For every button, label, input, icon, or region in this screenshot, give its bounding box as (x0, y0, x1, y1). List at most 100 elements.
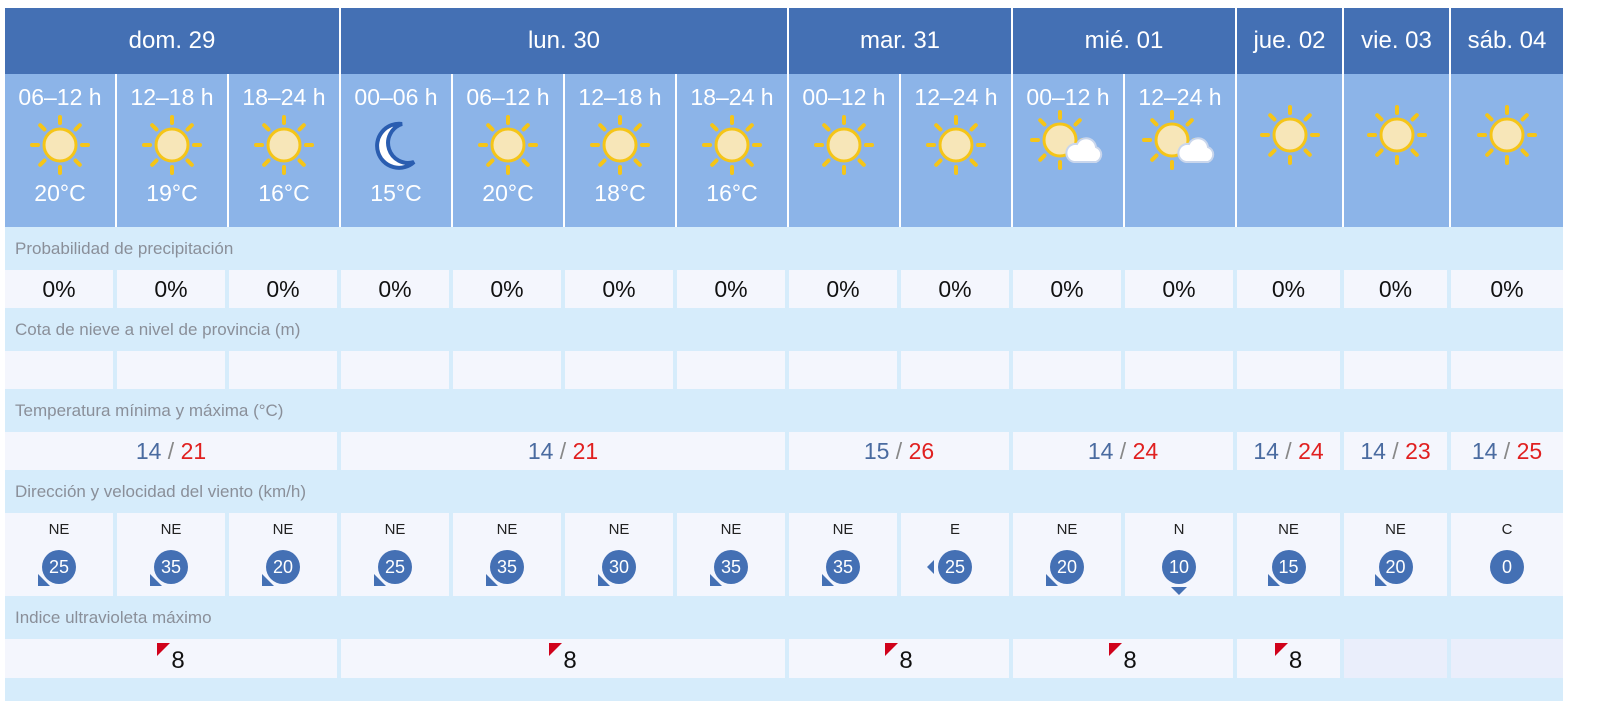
temp-separator: / (1113, 438, 1133, 464)
precip-value: 0% (117, 270, 225, 308)
wind-direction: NE (720, 521, 742, 538)
wind-direction: NE (496, 521, 518, 538)
wind-cell: E 25 (901, 513, 1009, 596)
precip-value: 0% (5, 270, 113, 308)
temp-separator: / (1385, 438, 1406, 464)
snow-value (1451, 351, 1563, 389)
sun-icon (677, 110, 787, 180)
wind-direction: NE (160, 521, 182, 538)
sun-icon (789, 110, 899, 180)
day-header: jue. 02 (1237, 8, 1344, 74)
precip-label: Probabilidad de precipitación (15, 239, 234, 258)
precip-value: 0% (453, 270, 561, 308)
wind-arrow-icon (262, 574, 274, 586)
wind-cell: NE 15 (1237, 513, 1340, 596)
temp-cell: 14 / 24 (1013, 432, 1233, 470)
temp-max: 26 (908, 438, 935, 464)
sun-cloud-icon (1013, 110, 1123, 180)
temp-max: 23 (1405, 438, 1431, 464)
wind-cell: NE 35 (117, 513, 225, 596)
period-time: 18–24 h (690, 84, 774, 110)
wind-arrow-icon (1267, 574, 1280, 586)
wind-speed: 35 (150, 550, 188, 586)
wind-direction: NE (384, 521, 406, 538)
temp-label: Temperatura mínima y máxima (°C) (15, 401, 284, 420)
temp-max: 21 (572, 438, 599, 464)
snow-label: Cota de nieve a nivel de provincia (m) (15, 320, 301, 339)
wind-arrow-icon (927, 560, 934, 574)
wind-speed: 20 (1374, 550, 1413, 586)
wind-speed: 15 (1267, 550, 1306, 586)
wind-arrow-icon (1171, 587, 1187, 595)
period-cell: 18–24 h 16°C (229, 74, 339, 227)
snow-value (1125, 351, 1233, 389)
period-temp: 20°C (34, 180, 86, 206)
uv-cell (1451, 639, 1563, 678)
sun-icon (1237, 100, 1342, 170)
snow-value (901, 351, 1009, 389)
period-cell: 12–24 h (1125, 74, 1235, 227)
temp-separator: / (1278, 438, 1299, 464)
period-temp: 19°C (146, 180, 198, 206)
precip-row: 0% 0% 0% 0% 0% 0% 0% 0% 0% 0% 0% 0% 0% 0% (5, 270, 1563, 308)
day-header: vie. 03 (1344, 8, 1451, 74)
period-cell (1237, 74, 1342, 227)
wind-direction: NE (1278, 521, 1299, 538)
snow-value (565, 351, 673, 389)
period-cell: 12–18 h 19°C (117, 74, 227, 227)
precip-value: 0% (901, 270, 1009, 308)
uv-flag-icon (549, 643, 563, 656)
wind-direction: C (1501, 521, 1513, 538)
period-temp: 15°C (370, 180, 422, 206)
uv-label: Indice ultravioleta máximo (15, 608, 212, 627)
temp-cell: 14 / 24 (1237, 432, 1340, 470)
temp-row: 14 / 21 14 / 21 15 / 26 14 / 24 14 / 24 14 / … (5, 432, 1563, 470)
temp-min: 14 (1253, 438, 1279, 464)
wind-cell: NE 30 (565, 513, 673, 596)
period-cell (1344, 74, 1449, 227)
temp-min: 15 (863, 438, 890, 464)
temp-max: 25 (1516, 438, 1543, 464)
temp-max: 24 (1298, 438, 1324, 464)
wind-speed: 25 (374, 550, 412, 586)
temp-min: 14 (1087, 438, 1114, 464)
period-cell: 00–06 h 15°C (341, 74, 451, 227)
uv-flag-icon (885, 643, 899, 656)
wind-speed: 20 (262, 550, 300, 586)
uv-cell (1344, 639, 1447, 678)
precip-value: 0% (1344, 270, 1447, 308)
period-time (1451, 84, 1563, 100)
wind-cell: NE 20 (1344, 513, 1447, 596)
sun-icon (1344, 100, 1449, 170)
wind-arrow-icon (1046, 574, 1058, 586)
period-cell: 06–12 h 20°C (5, 74, 115, 227)
temp-min: 14 (1471, 438, 1498, 464)
day-header: sáb. 04 (1451, 8, 1565, 74)
uv-cell: 8 (1237, 639, 1340, 678)
day-header: lun. 30 (341, 8, 789, 74)
snow-value (341, 351, 449, 389)
period-time (1237, 84, 1342, 100)
snow-value (677, 351, 785, 389)
wind-direction: NE (48, 521, 70, 538)
wind-cell: NE 35 (453, 513, 561, 596)
precip-value: 0% (1451, 270, 1563, 308)
snow-value (5, 351, 113, 389)
uv-row: 8 8 8 8 8 (5, 639, 1563, 678)
temp-cell: 14 / 21 (341, 432, 785, 470)
temp-separator: / (1497, 438, 1517, 464)
period-cell: 12–18 h 18°C (565, 74, 675, 227)
forecast-table: dom. 29 lun. 30 mar. 31 mié. 01 jue. 02 vie. … (5, 8, 1565, 701)
precip-value: 0% (1013, 270, 1121, 308)
wind-cell: N 10 (1125, 513, 1233, 596)
period-time: 12–24 h (1138, 84, 1222, 110)
temp-min: 14 (135, 438, 162, 464)
sun-icon (453, 110, 563, 180)
wind-arrow-icon (710, 574, 722, 586)
wind-cell: NE 20 (229, 513, 337, 596)
wind-arrow-icon (374, 574, 386, 586)
wind-cell: NE 20 (1013, 513, 1121, 596)
temp-max: 24 (1132, 438, 1159, 464)
wind-speed: 25 (38, 550, 76, 586)
temp-min: 14 (1360, 438, 1386, 464)
